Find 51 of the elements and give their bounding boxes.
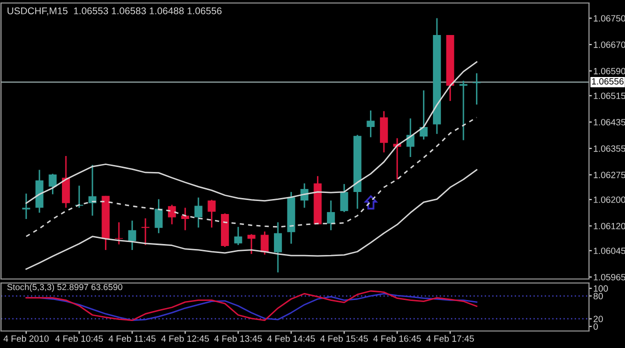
candlestick — [194, 196, 202, 228]
y-tick-label: 1.06045 — [594, 248, 625, 254]
chart-title: Stoch(5,3,3) 52.8997 63.6590 — [7, 284, 122, 292]
line-series — [25, 116, 478, 238]
candlestick — [154, 198, 163, 234]
candlestick — [340, 183, 348, 213]
x-tick-label: 4 Feb 17:45 — [426, 335, 474, 342]
y-tick-label: 1.05965 — [594, 274, 625, 280]
candlestick — [141, 218, 150, 246]
ref-line-label: 1.06556 — [592, 78, 624, 85]
x-tick-label: 4 Feb 16:45 — [373, 335, 421, 342]
y-tick-label: 1.06515 — [594, 92, 625, 100]
y-tick-label: 1.06275 — [594, 172, 625, 178]
candlestick — [234, 226, 242, 246]
candlestick — [326, 200, 335, 231]
y-tick-label: 1.06750 — [594, 15, 625, 22]
candlestick — [472, 72, 481, 106]
chart-title: USDCHF,M15 1.06553 1.06583 1.06488 1.06556 — [8, 7, 222, 16]
y-tick-label: 0 — [594, 323, 598, 330]
y-tick-label: 80 — [594, 292, 603, 300]
candlestick — [274, 222, 282, 274]
y-tick-label: 20 — [594, 316, 603, 322]
candlestick — [208, 199, 216, 228]
candlestick — [128, 220, 136, 251]
x-tick-label: 4 Feb 14:45 — [267, 335, 315, 342]
candlestick — [406, 118, 414, 158]
candlestick — [366, 110, 375, 138]
y-tick-label: 1.06200 — [594, 196, 625, 203]
y-tick-label: 1.06435 — [594, 119, 625, 126]
candlestick — [88, 164, 96, 216]
candlestick — [247, 233, 256, 255]
candlestick — [260, 230, 269, 256]
candlestick — [22, 192, 30, 220]
y-tick-label: 1.06670 — [594, 42, 625, 48]
candlestick — [48, 173, 57, 195]
x-tick-label: 4 Feb 11:45 — [108, 335, 156, 342]
x-tick-label: 4 Feb 13:45 — [214, 335, 262, 342]
candlestick — [168, 204, 176, 225]
y-tick-label: 1.06355 — [594, 145, 625, 152]
x-tick-label: 4 Feb 15:45 — [320, 335, 368, 342]
y-tick-label: 100 — [594, 285, 608, 292]
x-tick-label: 4 Feb 10:45 — [55, 335, 103, 342]
candlestick — [420, 90, 428, 140]
candlestick — [459, 80, 468, 141]
x-tick-label: 4 Feb 12:45 — [161, 335, 209, 342]
line-series — [25, 169, 478, 270]
candlestick — [114, 222, 123, 246]
x-tick-label: 4 Feb 2010 — [4, 335, 49, 342]
y-tick-label: 1.06590 — [594, 68, 625, 74]
candlestick — [181, 207, 190, 231]
y-tick-label: 1.06120 — [594, 222, 625, 230]
